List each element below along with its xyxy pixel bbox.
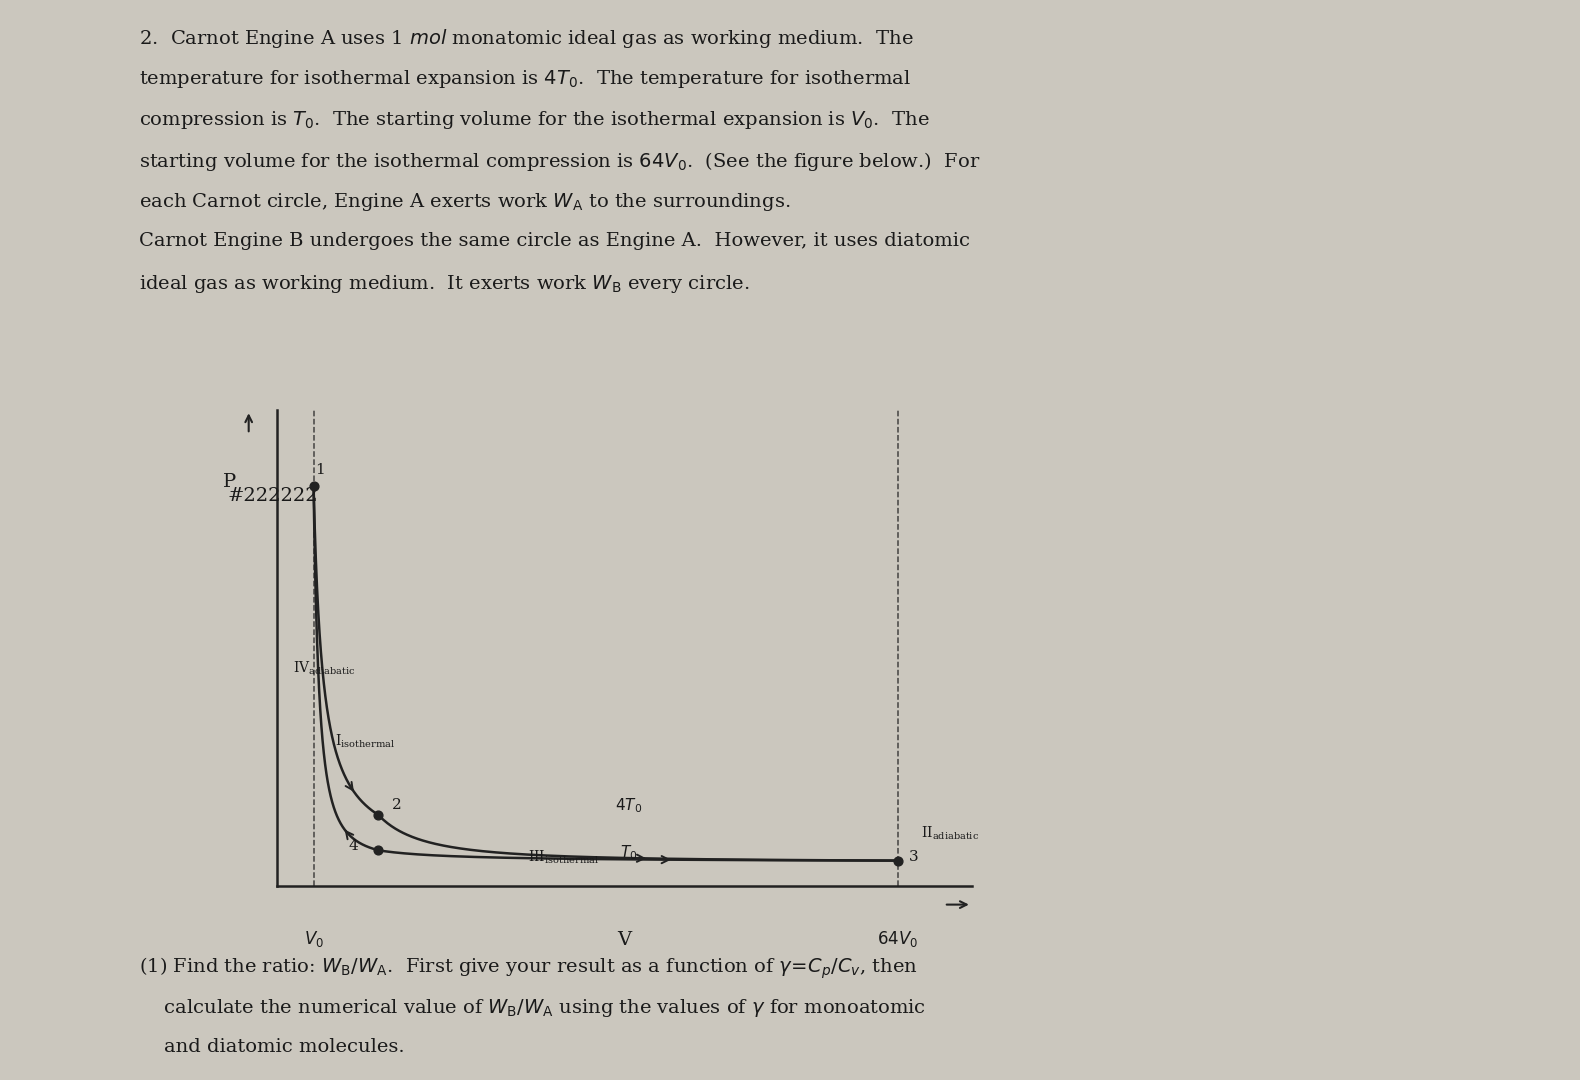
Text: (1) Find the ratio: $W_\mathrm{B}/W_\mathrm{A}$.  First give your result as a fu: (1) Find the ratio: $W_\mathrm{B}/W_\mat… bbox=[139, 956, 918, 982]
Text: IV$_\mathregular{adiabatic}$: IV$_\mathregular{adiabatic}$ bbox=[292, 659, 356, 677]
Text: $4T_0$: $4T_0$ bbox=[615, 796, 643, 815]
Text: III$_\mathregular{isothermal}$: III$_\mathregular{isothermal}$ bbox=[528, 849, 599, 866]
Text: #222222: #222222 bbox=[228, 487, 319, 505]
Point bbox=[885, 852, 910, 869]
Text: 2: 2 bbox=[392, 798, 403, 812]
Text: $T_0$: $T_0$ bbox=[619, 842, 637, 862]
Text: ideal gas as working medium.  It exerts work $W_\mathrm{B}$ every circle.: ideal gas as working medium. It exerts w… bbox=[139, 273, 749, 295]
Text: V: V bbox=[618, 931, 630, 948]
Text: starting volume for the isothermal compression is $64V_0$.  (See the figure belo: starting volume for the isothermal compr… bbox=[139, 150, 980, 173]
Text: $64V_0$: $64V_0$ bbox=[877, 929, 918, 949]
Text: calculate the numerical value of $W_\mathrm{B}/W_\mathrm{A}$ using the values of: calculate the numerical value of $W_\mat… bbox=[139, 997, 926, 1018]
Text: II$_\mathregular{adiabatic}$: II$_\mathregular{adiabatic}$ bbox=[921, 824, 978, 841]
Text: 1: 1 bbox=[316, 463, 325, 477]
Point bbox=[367, 841, 392, 859]
Text: I$_\mathregular{isothermal}$: I$_\mathregular{isothermal}$ bbox=[335, 732, 395, 750]
Text: P: P bbox=[223, 473, 235, 490]
Point bbox=[300, 477, 325, 495]
Text: Carnot Engine B undergoes the same circle as Engine A.  However, it uses diatomi: Carnot Engine B undergoes the same circl… bbox=[139, 232, 970, 251]
Text: 3: 3 bbox=[908, 850, 918, 864]
Text: 2.  Carnot Engine A uses 1 $\mathit{mol}$ monatomic ideal gas as working medium.: 2. Carnot Engine A uses 1 $\mathit{mol}$… bbox=[139, 27, 913, 50]
Text: $V_0$: $V_0$ bbox=[303, 929, 324, 949]
Text: 4: 4 bbox=[348, 839, 359, 853]
Text: each Carnot circle, Engine A exerts work $W_\mathrm{A}$ to the surroundings.: each Carnot circle, Engine A exerts work… bbox=[139, 191, 790, 213]
Text: and diatomic molecules.: and diatomic molecules. bbox=[139, 1038, 404, 1056]
Point bbox=[367, 807, 392, 824]
Text: compression is $T_0$.  The starting volume for the isothermal expansion is $V_0$: compression is $T_0$. The starting volum… bbox=[139, 109, 929, 131]
Text: temperature for isothermal expansion is $4T_0$.  The temperature for isothermal: temperature for isothermal expansion is … bbox=[139, 68, 912, 90]
